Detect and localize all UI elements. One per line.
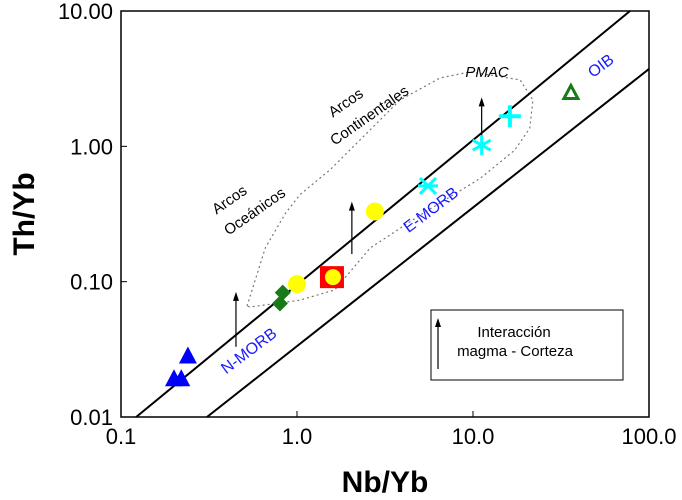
legend-arrowhead xyxy=(435,318,441,327)
x-tick-label: 1.0 xyxy=(282,424,313,449)
mantle-array-line xyxy=(206,68,650,418)
plus-marker xyxy=(498,105,521,128)
x-tick-label: 100.0 xyxy=(621,424,676,449)
triangle-marker xyxy=(172,369,191,387)
y-axis-label: Th/Yb xyxy=(8,172,41,255)
y-tick-label: 1.00 xyxy=(70,134,113,159)
legend: Interacción magma - Corteza xyxy=(430,309,624,381)
plot-frame xyxy=(120,10,650,418)
label-arcos-oceanicos: Arcos Oceánicos xyxy=(209,182,289,239)
diamond-marker xyxy=(271,295,288,312)
y-tick-label: 0.10 xyxy=(70,270,113,295)
arrow-head xyxy=(478,97,485,107)
y-tick-label: 10.00 xyxy=(58,0,113,24)
circle-marker xyxy=(365,202,384,221)
label-n-morb: N-MORB xyxy=(218,325,280,378)
arrows-layer xyxy=(232,97,485,347)
arrow-head xyxy=(232,291,239,301)
legend-line-1: Interacción xyxy=(477,324,550,341)
triangle-marker xyxy=(178,346,197,364)
x-axis-label: Nb/Yb xyxy=(342,466,429,499)
legend-line-2: magma - Corteza xyxy=(457,343,574,360)
ticks-layer: 0.1 1.0 10.0 100.0 0.01 0.10 1.00 10.00 xyxy=(58,0,677,449)
legend-box xyxy=(430,309,624,381)
circle-marker xyxy=(324,269,341,286)
label-oib: OIB xyxy=(585,51,617,81)
circle-marker xyxy=(288,275,306,294)
asterisk-marker xyxy=(471,135,492,156)
open-triangle-marker xyxy=(561,82,581,100)
arrow-head xyxy=(348,201,355,211)
label-arcos-continentales: Arcos Continentales xyxy=(325,83,412,150)
points-layer xyxy=(164,82,581,387)
x-tick-label: 0.1 xyxy=(106,424,137,449)
x-tick-label: 10.0 xyxy=(452,424,495,449)
diamond-marker xyxy=(274,284,291,301)
y-tick-label: 0.01 xyxy=(70,405,113,430)
cross-marker xyxy=(417,176,438,195)
label-pmac: PMAC xyxy=(465,64,509,81)
